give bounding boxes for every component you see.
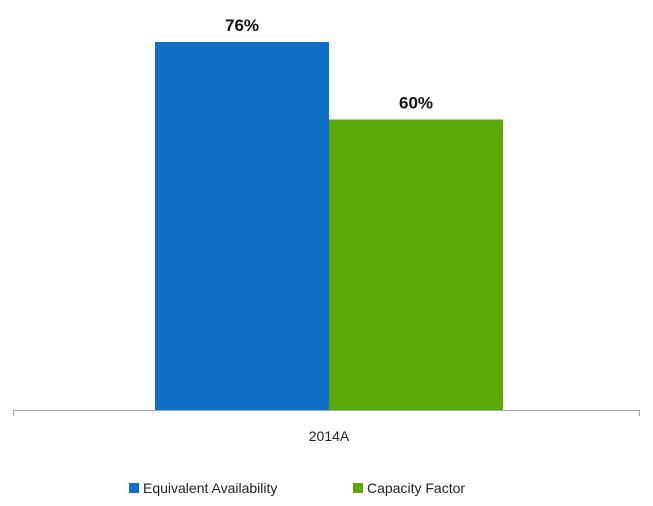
legend-swatch-equivalent-availability [129, 483, 139, 493]
data-label-capacity-factor: 60% [399, 93, 433, 112]
bar-equivalent-availability [155, 42, 329, 410]
legend-swatch-capacity-factor [353, 483, 363, 493]
bar-capacity-factor [329, 119, 503, 410]
data-label-equivalent-availability: 76% [225, 16, 259, 35]
x-tick-label: 2014A [309, 428, 350, 444]
legend-label-equivalent-availability: Equivalent Availability [143, 480, 277, 496]
legend-label-capacity-factor: Capacity Factor [367, 480, 465, 496]
